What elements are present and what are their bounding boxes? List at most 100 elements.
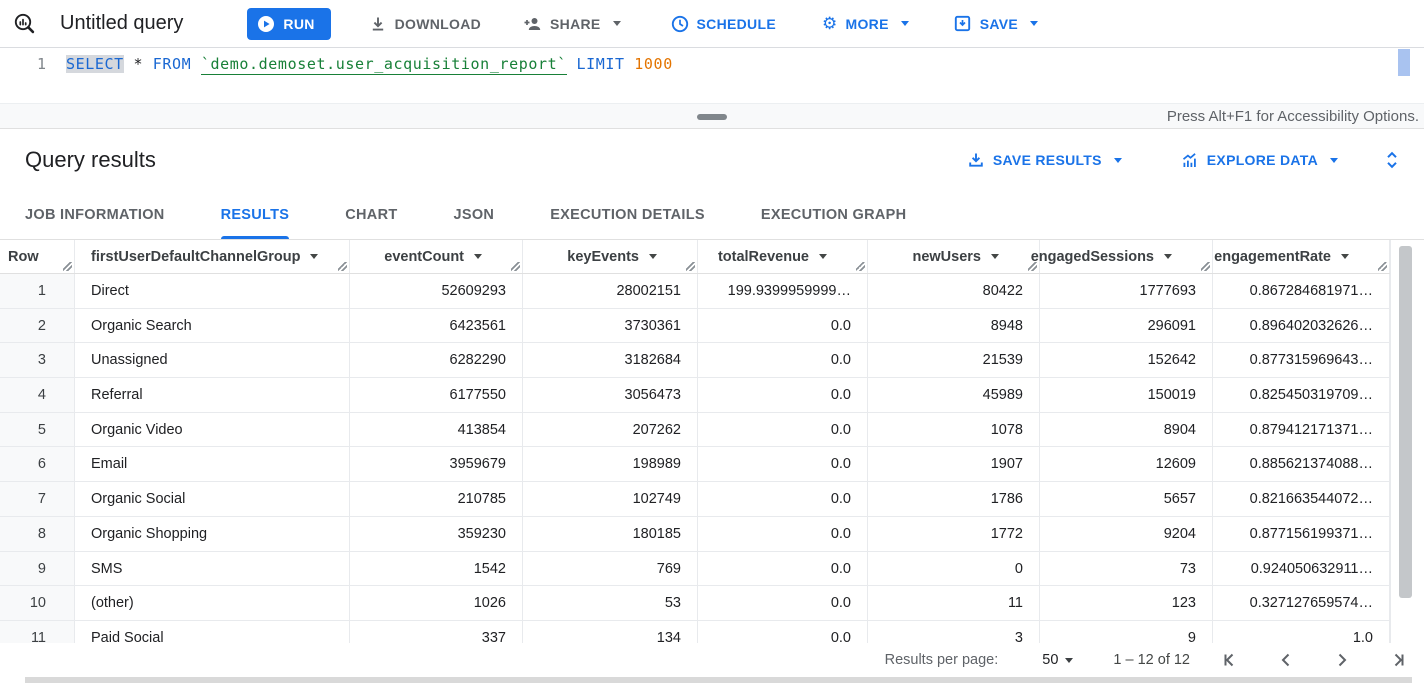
cell: 0.821663544072… [1213,482,1390,516]
cell: 3182684 [523,343,698,378]
tab-chart[interactable]: CHART [345,207,398,223]
column-resize-handle[interactable] [1028,262,1037,271]
cell: 0.0 [698,586,868,620]
column-header-engagementRate[interactable]: engagementRate [1213,240,1390,273]
tab-results[interactable]: RESULTS [220,191,290,239]
run-button[interactable]: RUN [247,7,331,40]
vertical-scrollbar-thumb[interactable] [1399,246,1412,598]
editor-scrollbar[interactable] [1398,49,1410,76]
horizontal-scrollbar-thumb[interactable] [25,677,1412,683]
sql-editor[interactable]: 1 SELECT * FROM `demo.demoset.user_acqui… [0,48,1424,103]
tab-json[interactable]: JSON [453,207,495,223]
collapse-expand-icon[interactable] [1382,149,1402,171]
sort-caret-icon[interactable] [310,254,319,259]
table-row: 6 Email 3959679 198989 0.0 1907 12609 0.8856213… [0,447,1424,483]
cell: 150019 [1040,378,1213,412]
row-number: 11 [0,620,75,643]
explore-data-button[interactable]: EXPLORE DATA [1180,151,1338,169]
cell: 80422 [868,274,1040,308]
save-label: SAVE [979,15,1019,32]
tab-job-information[interactable]: JOB INFORMATION [25,207,165,223]
save-results-label: SAVE RESULTS [992,152,1102,168]
cell: 1.0 [1213,620,1390,643]
cell: 12609 [1040,447,1213,482]
tab-execution-details[interactable]: EXECUTION DETAILS [550,207,705,223]
cell: 0.924050632911… [1213,551,1390,586]
sort-caret-icon[interactable] [1164,254,1172,259]
cell: Organic Video [75,412,350,447]
cell: 3730361 [523,308,698,343]
column-resize-handle[interactable] [856,262,865,271]
next-page-button[interactable] [1330,648,1354,672]
download-button[interactable]: DOWNLOAD [369,15,481,33]
tab-execution-graph[interactable]: EXECUTION GRAPH [760,207,907,223]
vertical-scrollbar-track[interactable] [1390,240,1424,643]
column-header-keyEvents[interactable]: keyEvents [523,240,698,273]
cell: 8904 [1040,412,1213,447]
cell: 769 [523,551,698,586]
sql-code-line[interactable]: SELECT * FROM `demo.demoset.user_acquisi… [46,48,673,103]
cell: 45989 [868,378,1040,412]
download-icon [369,15,387,33]
save-results-button[interactable]: SAVE RESULTS [967,151,1122,169]
share-label: SHARE [550,15,601,32]
cell: 1786 [868,482,1040,516]
column-resize-handle[interactable] [1201,262,1210,271]
query-toolbar: Untitled query RUN DOWNLOAD SHARE SCHEDU… [0,0,1424,48]
query-title[interactable]: Untitled query [60,12,184,34]
sort-caret-icon[interactable] [474,254,482,259]
cell: 152642 [1040,343,1213,378]
column-label: Row [8,248,39,265]
sort-caret-icon[interactable] [649,254,657,259]
column-header-totalRevenue[interactable]: totalRevenue [698,240,868,273]
save-button[interactable]: SAVE [953,14,1039,33]
run-label: RUN [283,15,315,32]
column-resize-handle[interactable] [511,262,520,271]
table-row: 9 SMS 1542 769 0.0 0 73 0.924050632911… [0,551,1424,587]
sort-caret-icon[interactable] [1341,254,1349,259]
horizontal-scrollbar-track[interactable] [0,677,1424,684]
row-number: 3 [0,343,75,378]
chevron-down-icon [900,21,909,26]
cell: 296091 [1040,308,1213,343]
page-size-value: 50 [1042,652,1059,668]
table-row: 11 Paid Social 337 134 0.0 3 9 1.0 [0,620,1424,643]
save-icon [953,14,972,33]
cell: Referral [75,378,350,412]
column-label: engagementRate [1214,248,1331,265]
column-label: keyEvents [567,248,639,265]
cell: 180185 [523,516,698,551]
split-drag-handle[interactable] [697,114,727,120]
more-button[interactable]: ⚙ MORE [822,15,909,32]
clock-icon [671,15,689,33]
cell: 1907 [868,447,1040,482]
last-page-button[interactable] [1386,648,1410,672]
column-resize-handle[interactable] [1378,262,1387,271]
cell: 0.0 [698,482,868,516]
page-size-select[interactable]: 50 [1042,652,1074,668]
results-tab-bar: JOB INFORMATION RESULTS CHART JSON EXECUTION… [0,191,1424,240]
share-button[interactable]: SHARE [523,15,621,33]
column-header-engagedSessions[interactable]: engagedSessions [1031,240,1213,273]
column-header-newUsers[interactable]: newUsers [868,240,1040,273]
column-resize-handle[interactable] [63,262,72,271]
column-header-eventCount[interactable]: eventCount [350,240,523,273]
sort-caret-icon[interactable] [819,254,827,259]
schedule-button[interactable]: SCHEDULE [671,15,776,33]
table-row: 5 Organic Video 413854 207262 0.0 1078 8904 0.8… [0,412,1424,448]
column-header-firstUserDefaultChannelGroup[interactable]: firstUserDefaultChannelGroup [75,240,350,273]
first-page-button[interactable] [1218,648,1242,672]
pagination-bar: Results per page: 50 1 – 12 of 12 [0,643,1424,677]
sql-token: `demo.demoset.user_acquisition_report` [200,55,567,75]
previous-page-button[interactable] [1274,648,1298,672]
column-resize-handle[interactable] [686,262,695,271]
run-play-icon [257,15,275,33]
cell: Organic Social [75,482,350,516]
cell: 0.0 [698,551,868,586]
sort-caret-icon[interactable] [991,254,999,259]
cell: Paid Social [75,620,350,643]
query-results-title: Query results [25,147,156,172]
results-per-page-label: Results per page: [884,652,999,668]
cell: 1026 [350,586,523,620]
column-resize-handle[interactable] [338,262,347,271]
